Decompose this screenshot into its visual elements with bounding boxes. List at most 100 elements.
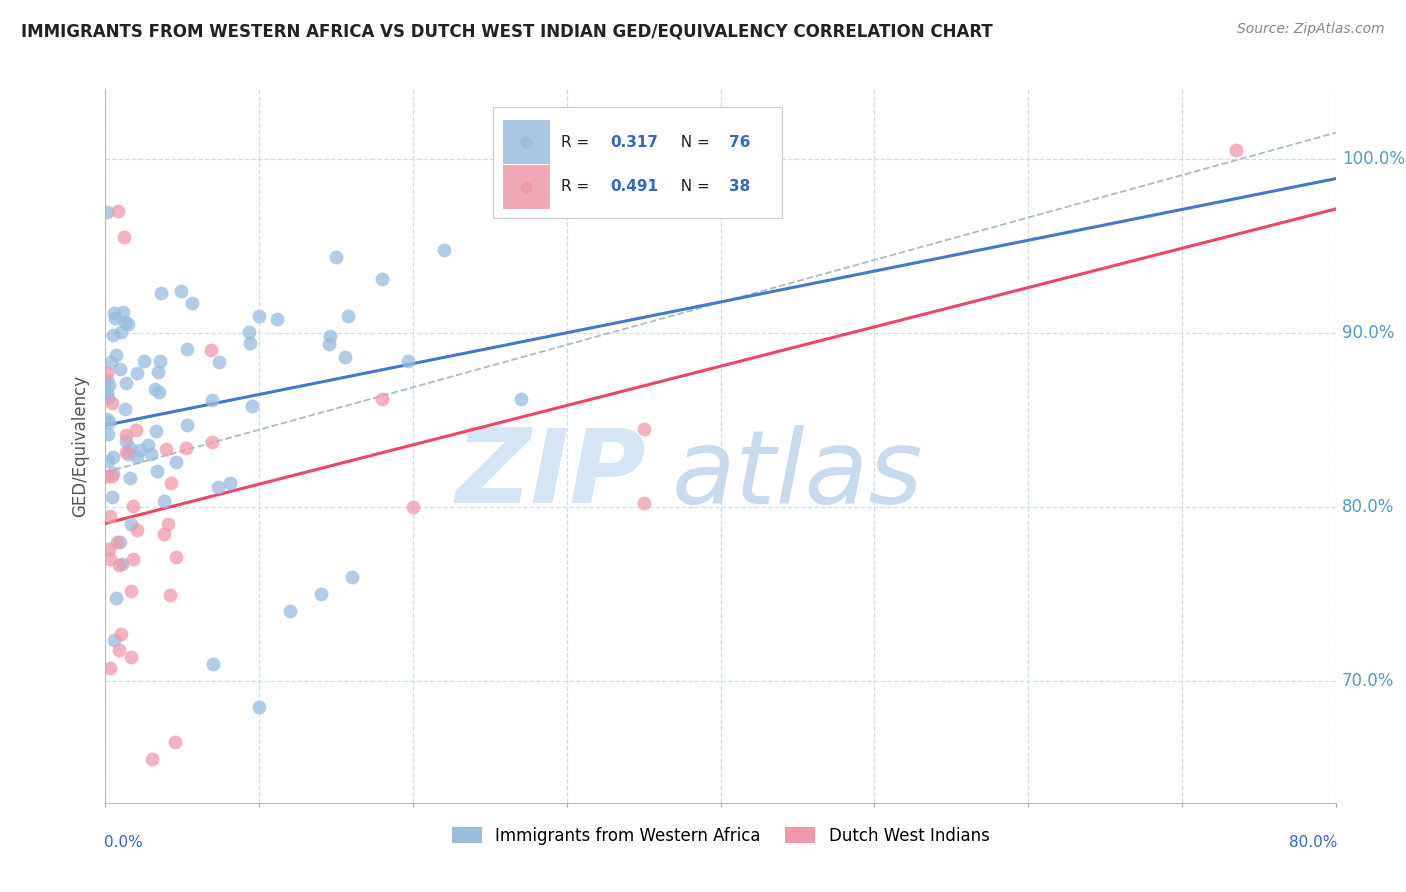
Point [96, 372, 118, 386]
Text: R =: R = [561, 135, 593, 150]
Text: N =: N = [672, 135, 716, 150]
Point [176, 342, 198, 356]
Point [278, 604, 301, 618]
Point [122, 551, 145, 566]
Point [108, 362, 131, 376]
Point [97, 391, 120, 405]
Point [207, 480, 229, 494]
Point [112, 230, 135, 244]
Point [101, 490, 124, 504]
Text: atlas: atlas [672, 425, 922, 524]
Point [333, 350, 356, 364]
Point [433, 244, 456, 258]
Point [101, 328, 124, 343]
Point [247, 309, 270, 323]
Point [509, 392, 531, 407]
Point [120, 441, 142, 455]
Point [153, 493, 176, 508]
Point [176, 417, 198, 432]
Point [104, 311, 127, 326]
Point [127, 523, 149, 537]
Point [128, 442, 150, 457]
Text: 76: 76 [730, 135, 751, 150]
Point [238, 326, 260, 340]
Point [633, 421, 655, 435]
Point [159, 588, 181, 602]
Point [148, 385, 170, 400]
Point [201, 435, 224, 450]
Point [115, 434, 138, 448]
Point [170, 284, 193, 298]
Point [146, 366, 169, 380]
Point [122, 500, 145, 514]
Point [165, 455, 187, 469]
Point [136, 438, 159, 452]
Point [208, 354, 231, 368]
Point [120, 584, 142, 599]
Point [200, 343, 222, 357]
Y-axis label: GED/Equivalency: GED/Equivalency [72, 375, 90, 517]
Point [165, 550, 187, 565]
Point [152, 527, 174, 541]
Point [101, 466, 124, 480]
Point [1225, 143, 1247, 157]
FancyBboxPatch shape [494, 107, 782, 218]
Point [96, 366, 118, 380]
Point [141, 752, 163, 766]
Point [402, 500, 425, 514]
Point [97, 415, 120, 429]
Point [107, 204, 129, 219]
Point [97, 378, 120, 392]
Point [143, 383, 166, 397]
Point [101, 469, 124, 483]
Point [127, 366, 149, 380]
Point [266, 311, 288, 326]
Point [218, 475, 240, 490]
Point [247, 700, 270, 714]
Point [105, 348, 128, 362]
Point [96, 386, 118, 401]
Point [396, 353, 419, 368]
Text: 70.0%: 70.0% [1341, 672, 1395, 690]
Text: IMMIGRANTS FROM WESTERN AFRICA VS DUTCH WEST INDIAN GED/EQUIVALENCY CORRELATION : IMMIGRANTS FROM WESTERN AFRICA VS DUTCH … [21, 22, 993, 40]
Point [139, 447, 162, 461]
Text: 80.0%: 80.0% [1288, 835, 1337, 850]
Point [371, 272, 394, 286]
Point [125, 450, 148, 464]
Point [108, 535, 131, 549]
Point [146, 464, 169, 478]
Text: 0.0%: 0.0% [104, 835, 143, 850]
Point [155, 442, 177, 457]
Point [117, 447, 139, 461]
Point [98, 661, 121, 675]
Point [180, 295, 202, 310]
Point [120, 516, 142, 531]
Point [340, 569, 363, 583]
Text: 80.0%: 80.0% [1341, 498, 1395, 516]
Point [120, 471, 142, 485]
Point [103, 632, 125, 647]
Point [114, 445, 136, 459]
Text: 0.491: 0.491 [610, 179, 658, 194]
Legend: Immigrants from Western Africa, Dutch West Indians: Immigrants from Western Africa, Dutch We… [444, 821, 997, 852]
Point [156, 517, 179, 532]
Point [114, 428, 136, 442]
Point [114, 315, 136, 329]
Bar [503, 120, 550, 164]
Point [371, 392, 394, 406]
Point [98, 542, 121, 557]
Point [200, 392, 222, 407]
Point [107, 642, 129, 657]
Point [96, 204, 118, 219]
Point [337, 310, 360, 324]
Point [163, 735, 186, 749]
Point [114, 401, 136, 416]
Point [145, 424, 167, 438]
Point [98, 552, 121, 566]
Point [96, 468, 118, 483]
Point [202, 657, 225, 671]
Point [125, 423, 148, 437]
Point [318, 336, 340, 351]
Point [98, 508, 121, 523]
Point [111, 557, 134, 571]
